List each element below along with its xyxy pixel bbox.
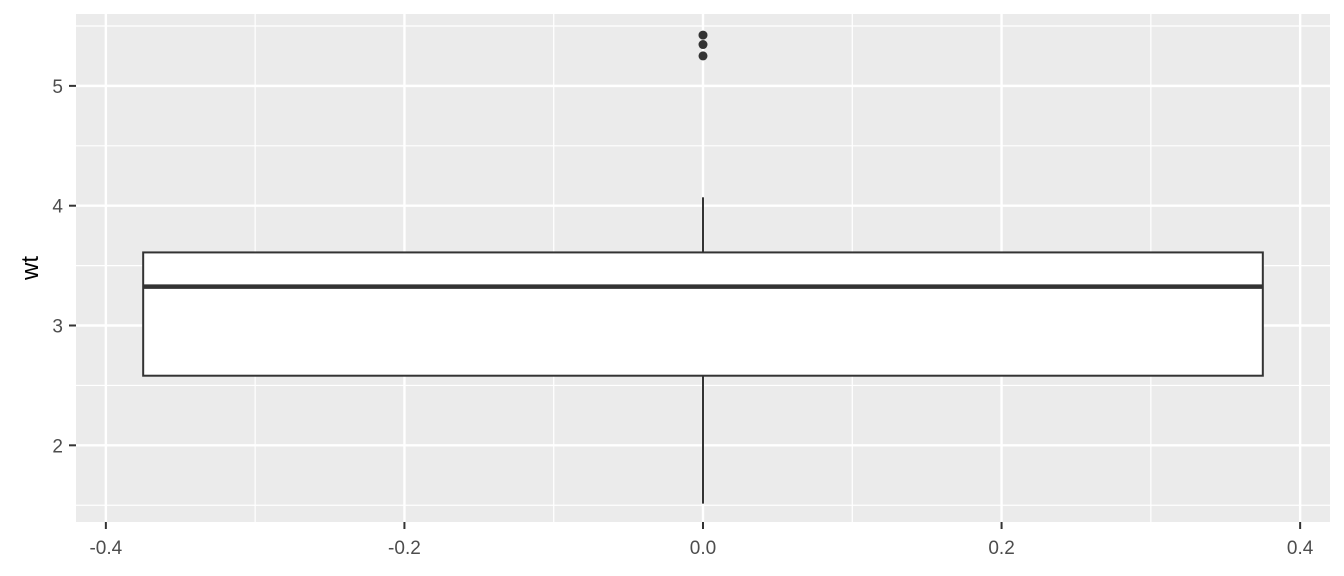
y-axis: 2 3 4 5: [52, 77, 76, 457]
x-axis: -0.4 -0.2 0.0 0.2 0.4: [89, 522, 1314, 559]
x-tick-label: 0.4: [1287, 538, 1314, 559]
outlier-point: [698, 51, 708, 61]
outlier-point: [698, 30, 708, 40]
outlier-point: [698, 40, 708, 50]
y-tick-label: 4: [52, 197, 63, 218]
box-iqr: [142, 251, 1264, 377]
y-tick-label: 2: [52, 436, 63, 457]
box-layer: [142, 30, 1264, 504]
y-axis-title: wt: [17, 256, 44, 281]
y-tick-label: 5: [52, 77, 63, 98]
x-tick-label: 0.2: [988, 538, 1014, 559]
x-tick-label: 0.0: [690, 538, 716, 559]
x-tick-label: -0.4: [89, 538, 122, 559]
y-tick-label: 3: [52, 317, 63, 338]
x-tick-label: -0.2: [388, 538, 421, 559]
